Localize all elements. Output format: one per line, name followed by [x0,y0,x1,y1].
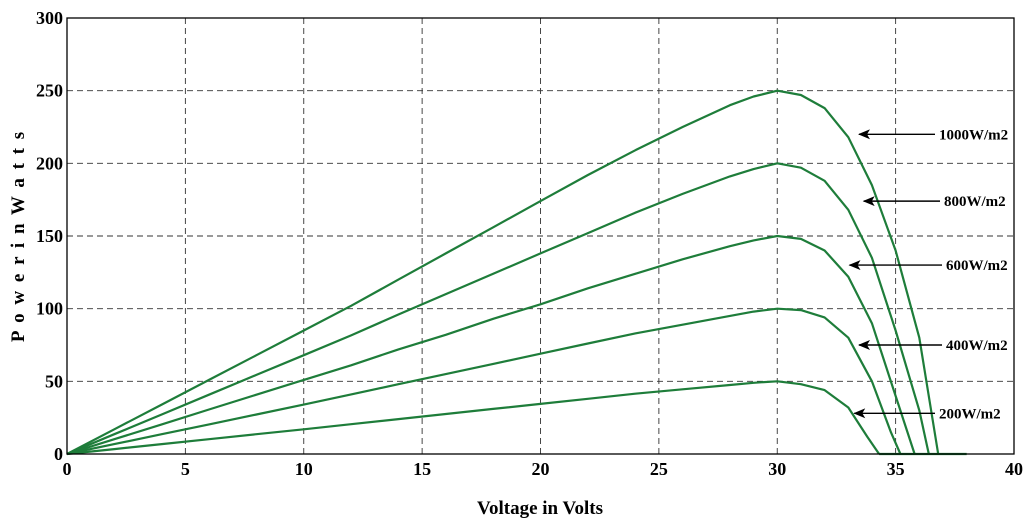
grid-lines [67,18,1014,454]
x-axis-label: Voltage in Volts [477,498,603,519]
x-tick-label: 20 [532,459,550,479]
x-tick-label: 35 [887,459,905,479]
annotations: 1000W/m2 800W/m2 600W/m2 400W/m2 200W/m2 [848,127,1008,422]
x-tick-label: 15 [413,459,431,479]
tick-labels: 0 5 10 15 20 25 30 35 40 0 50 100 150 200 250 300 [36,8,1023,479]
x-tick-label: 0 [63,459,72,479]
y-tick-label: 250 [36,81,63,101]
y-tick-label: 50 [45,371,63,391]
y-tick-label: 300 [36,8,63,28]
y-tick-label: 150 [36,226,63,246]
x-tick-label: 30 [768,459,786,479]
y-tick-label: 0 [54,444,63,464]
x-tick-label: 5 [181,459,190,479]
annotation-label: 400W/m2 [946,338,1008,354]
y-tick-label: 200 [36,153,63,173]
curve-200w-m2 [66,380,881,456]
curve-400w-m2 [66,307,902,456]
x-tick-label: 10 [295,459,313,479]
annotation-label: 600W/m2 [946,258,1008,274]
y-tick-label: 100 [36,299,63,319]
y-axis-label: P o w e r i n W a t t s [8,130,29,342]
annotation-label: 200W/m2 [939,406,1001,422]
curve-600w-m2 [66,234,916,456]
curve-1000w-m2 [66,89,940,455]
annotation-label: 800W/m2 [944,194,1006,210]
curve-800w-m2 [66,162,930,456]
x-tick-label: 25 [650,459,668,479]
annotation-label: 1000W/m2 [939,127,1008,143]
x-tick-label: 40 [1005,459,1023,479]
plot-frame [66,17,1015,455]
